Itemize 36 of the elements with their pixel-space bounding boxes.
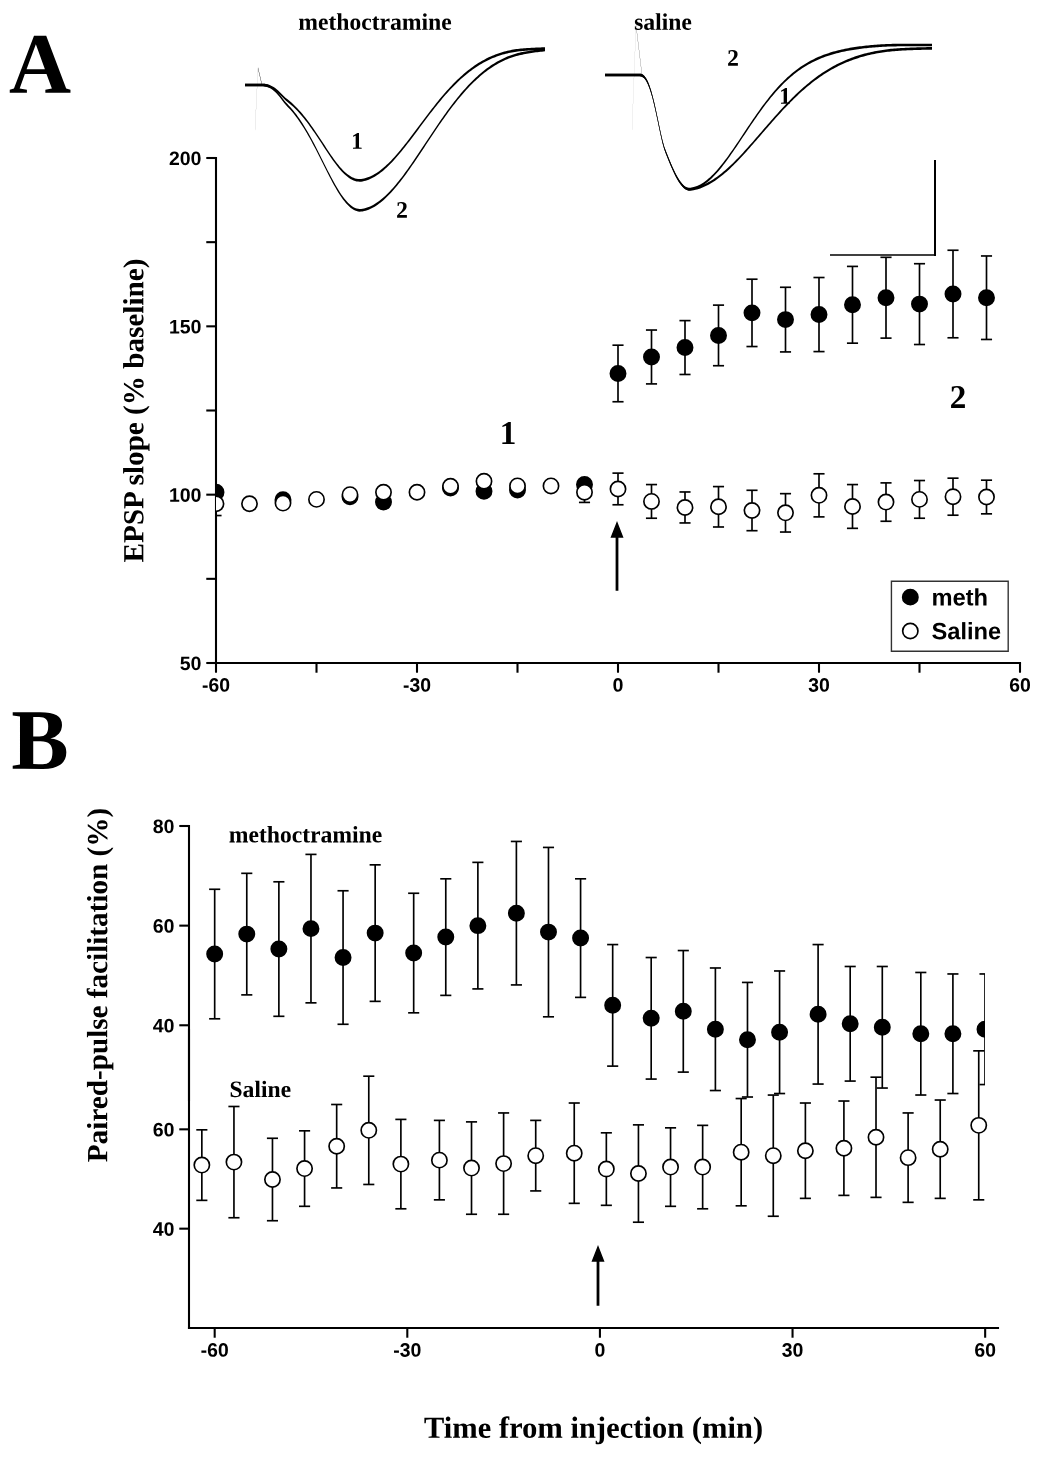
text: A — [9, 35, 71, 93]
y-tick-label: 60 — [153, 1122, 174, 1137]
annotation: 2 — [397, 202, 407, 218]
x-tick-label: 60 — [975, 1343, 996, 1357]
text: 1 — [780, 88, 790, 104]
x-tick-label: 30 — [782, 1343, 803, 1357]
text: methoctramine — [229, 826, 382, 843]
text: Saline — [230, 1080, 291, 1098]
y-tick-label: 40 — [153, 1222, 174, 1236]
y-axis-title: Paired-pulse facilitation (%) — [86, 809, 114, 1162]
y-tick-label: 40 — [153, 1018, 174, 1033]
x-axis-title: Time from injection (min) — [424, 1416, 762, 1445]
x-tick-label: -60 — [202, 678, 230, 692]
y-tick-label: 100 — [170, 488, 201, 502]
text: B — [12, 712, 67, 769]
x-tick-label: 0 — [595, 1343, 605, 1357]
x-tick-label: -60 — [201, 1343, 228, 1357]
legend-label: Saline — [932, 622, 1001, 640]
x-tick-label: 30 — [808, 678, 830, 692]
y-tick-label: 150 — [170, 319, 201, 334]
x-tick-label: 60 — [1009, 678, 1031, 692]
legend-label: meth — [933, 588, 987, 606]
y-tick-label: 60 — [153, 919, 174, 933]
annotation: 1 — [502, 422, 515, 445]
annotation: 2 — [951, 385, 965, 409]
y-tick-label: 80 — [153, 819, 174, 834]
text: methoctramine — [298, 13, 452, 30]
y-tick-label: 50 — [180, 656, 201, 671]
x-tick-label: -30 — [403, 678, 431, 692]
text: 2 — [728, 50, 738, 66]
x-tick-label: -30 — [394, 1343, 421, 1357]
text: saline — [634, 13, 692, 30]
text: 1 — [352, 133, 362, 149]
x-tick-label: 0 — [613, 678, 623, 692]
y-axis-title: EPSP slope (% baseline) — [123, 259, 150, 562]
y-tick-label: 200 — [169, 151, 201, 166]
